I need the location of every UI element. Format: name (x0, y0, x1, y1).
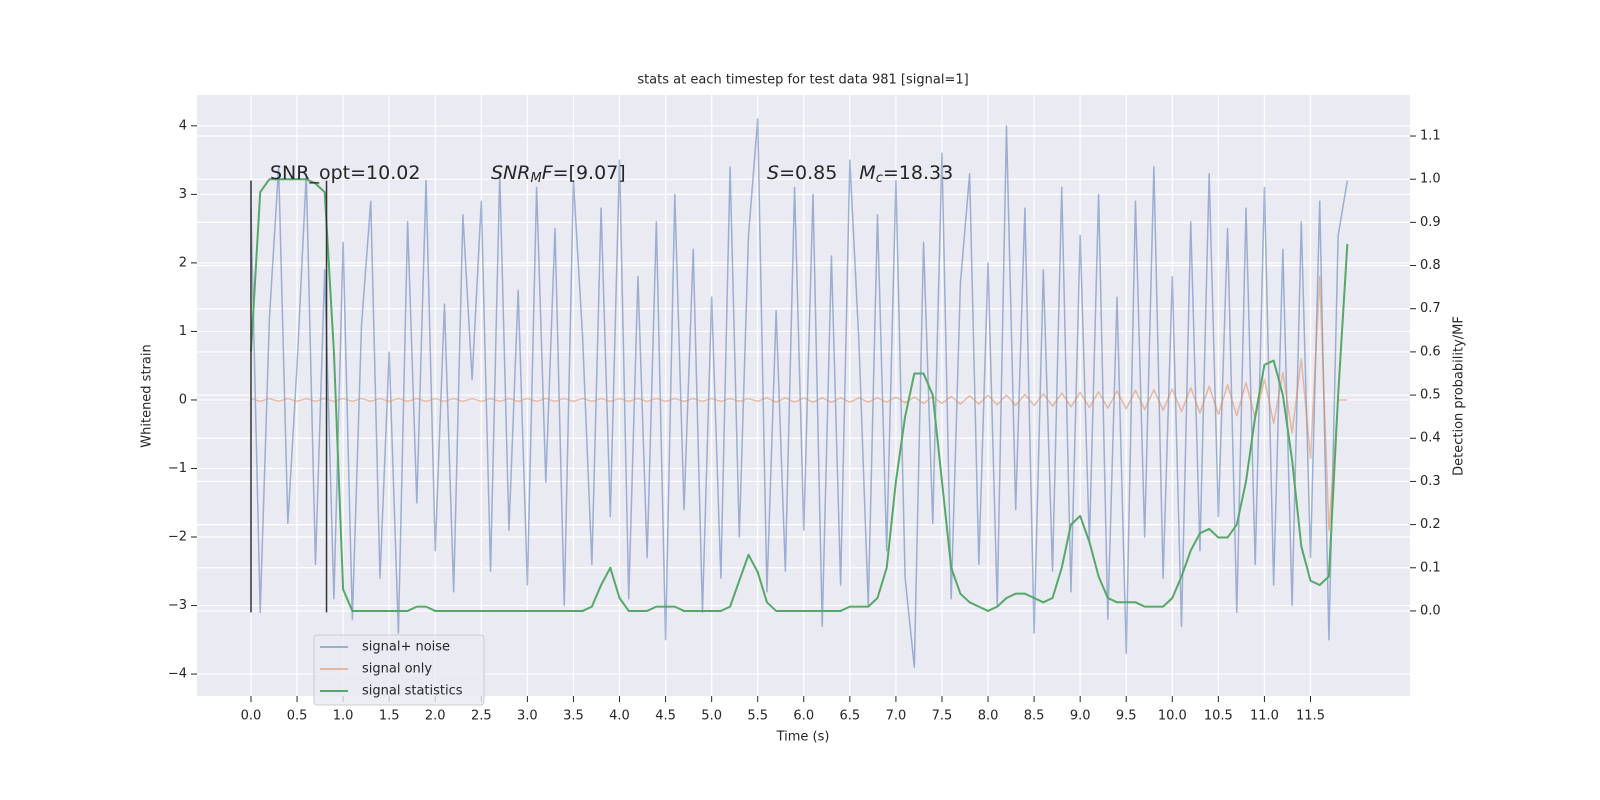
x-tick-label: 1.5 (379, 709, 400, 724)
y2-tick-label: 0.8 (1420, 258, 1441, 273)
y-tick-label: −1 (168, 461, 187, 476)
y-tick-label: −3 (168, 598, 187, 613)
legend-label: signal+ noise (362, 640, 450, 655)
y2-tick-label: 0.4 (1420, 431, 1441, 446)
x-tick-label: 6.0 (793, 709, 814, 724)
annotation: SNRMF=[9.07] (491, 162, 626, 186)
x-tick-label: 2.5 (471, 709, 492, 724)
y2-tick-label: 1.1 (1420, 129, 1441, 144)
x-tick-label: 3.5 (563, 709, 584, 724)
y2-tick-label: 0.6 (1420, 344, 1441, 359)
legend-label: signal only (362, 662, 432, 677)
x-tick-label: 9.5 (1116, 709, 1137, 724)
x-tick-label: 8.5 (1024, 709, 1045, 724)
y2-tick-label: 0.5 (1420, 388, 1441, 403)
y2-tick-label: 0.2 (1420, 517, 1441, 532)
x-tick-label: 5.5 (747, 709, 768, 724)
y-tick-label: 4 (179, 118, 187, 133)
annotation-part: M (859, 162, 875, 184)
x-tick-label: 5.0 (701, 709, 722, 724)
x-tick-label: 0.0 (241, 709, 262, 724)
annotation-part: M (530, 171, 541, 186)
x-tick-label: 10.0 (1158, 709, 1187, 724)
annotation-part: SNR (491, 162, 530, 184)
annotation-part: c (876, 171, 883, 186)
x-tick-label: 7.5 (932, 709, 953, 724)
annotation-part: SNR_opt=10.02 (270, 162, 420, 184)
legend-label: signal statistics (362, 684, 463, 699)
annotation-part: S (767, 162, 779, 184)
y2-tick-label: 0.7 (1420, 301, 1441, 316)
annotation: S=0.85 Mc=18.33 (767, 162, 953, 186)
x-axis-label: Time (s) (776, 730, 830, 745)
y-tick-label: 3 (179, 187, 187, 202)
x-tick-label: 0.5 (287, 709, 308, 724)
y-tick-label: 2 (179, 255, 187, 270)
x-tick-label: 7.0 (886, 709, 907, 724)
chart-title: stats at each timestep for test data 981… (637, 73, 968, 88)
series-line (250, 118, 1349, 668)
x-tick-label: 10.5 (1204, 709, 1233, 724)
y-tick-label: −2 (168, 530, 187, 545)
annotation-part: =[9.07] (553, 162, 626, 184)
series-line (249, 178, 1349, 612)
x-tick-label: 1.0 (333, 709, 354, 724)
x-tick-label: 11.5 (1296, 709, 1325, 724)
y2-tick-label: 0.0 (1420, 603, 1441, 618)
legend-box (313, 634, 485, 706)
annotation-part: F (542, 162, 554, 184)
y2-tick-label: 0.9 (1420, 215, 1441, 230)
y2-tick-label: 1.0 (1420, 172, 1441, 187)
annotation: SNR_opt=10.02 (270, 162, 420, 184)
y2-tick-label: 0.3 (1420, 474, 1441, 489)
x-tick-label: 4.0 (609, 709, 630, 724)
x-tick-label: 2.0 (425, 709, 446, 724)
y-tick-label: 1 (179, 324, 187, 339)
annotation-part: =0.85 (779, 162, 837, 184)
y-tick-label: 0 (179, 392, 187, 407)
y-axis-label: Whitened strain (140, 344, 155, 447)
x-tick-label: 3.0 (517, 709, 538, 724)
legend: signal+ noise signal only signal statistic… (313, 634, 485, 706)
x-tick-label: 4.5 (655, 709, 676, 724)
series-line (250, 275, 1348, 531)
x-tick-label: 6.5 (839, 709, 860, 724)
y2-tick-label: 0.1 (1420, 560, 1441, 575)
y-tick-label: −4 (168, 667, 187, 682)
x-tick-label: 8.0 (978, 709, 999, 724)
y2-axis-label: Detection probability/MF (1452, 316, 1467, 476)
x-tick-label: 11.0 (1250, 709, 1279, 724)
annotation-part: =18.33 (883, 162, 953, 184)
x-tick-label: 9.0 (1070, 709, 1091, 724)
